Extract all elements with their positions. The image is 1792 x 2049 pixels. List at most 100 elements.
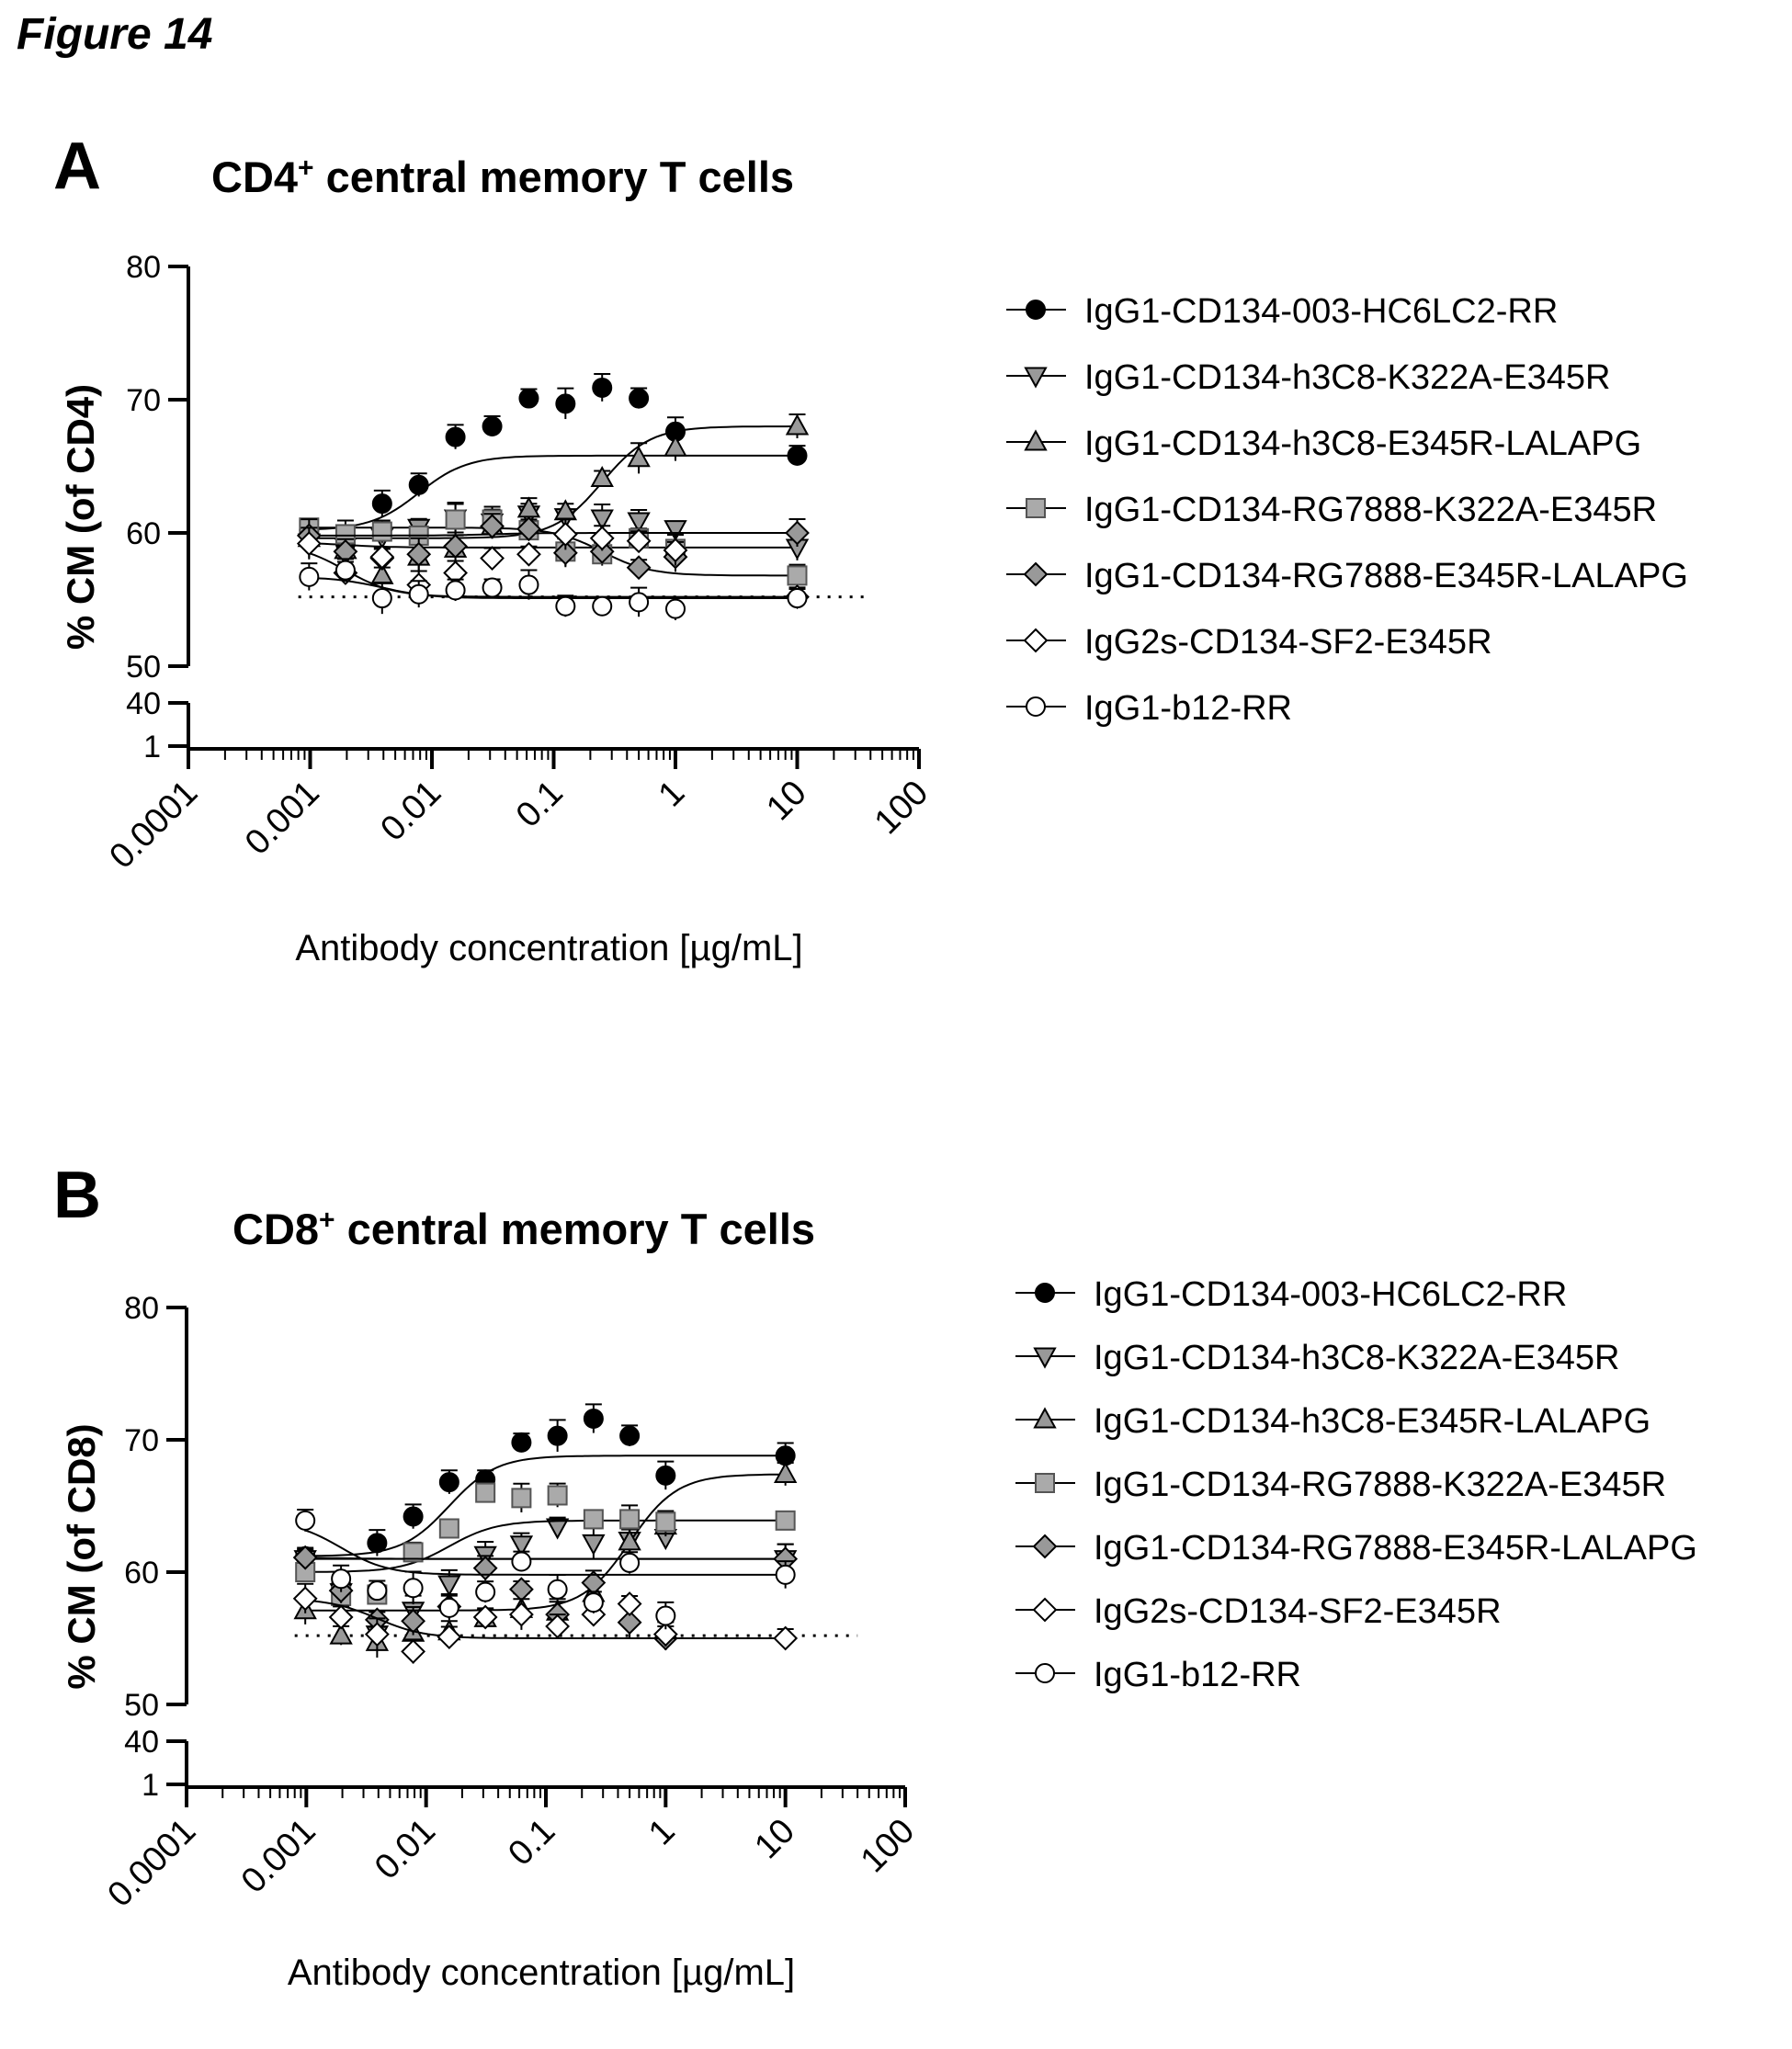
data-point xyxy=(482,577,503,598)
data-point xyxy=(663,520,687,542)
legend-swatch xyxy=(1015,1534,1075,1559)
y-tick-label: 50 xyxy=(126,650,161,685)
legend-item: IgG1-CD134-RG7888-K322A-E345R xyxy=(1002,483,1792,538)
data-point xyxy=(299,566,320,587)
legend-marker xyxy=(1023,561,1049,587)
legend-item: IgG1-CD134-h3C8-K322A-E345R xyxy=(1011,1331,1792,1387)
fit-curve xyxy=(309,532,798,537)
data-point xyxy=(335,560,356,581)
data-point xyxy=(552,540,578,566)
legend-label: IgG1-CD134-h3C8-E345R-LALAPG xyxy=(1094,1402,1651,1441)
data-point xyxy=(328,1604,354,1630)
data-point xyxy=(403,1506,424,1527)
data-point xyxy=(773,1625,799,1651)
data-point xyxy=(775,1564,796,1585)
chart-title: CD4+ central memory T cells xyxy=(211,152,794,202)
legend-marker xyxy=(1033,1407,1057,1429)
chart-title-main: CD4 xyxy=(211,153,299,201)
panel-b: B CD8+ central memory T cells 50 60 70 80 1 4… xyxy=(0,1038,1792,2049)
data-point xyxy=(552,522,578,547)
data-point xyxy=(619,1425,641,1446)
legend-swatch xyxy=(1006,498,1066,518)
legend-marker xyxy=(1032,1534,1058,1559)
data-point xyxy=(292,1545,318,1570)
legend-swatch xyxy=(1006,628,1066,653)
data-point xyxy=(592,595,613,617)
x-tick-label: 100 xyxy=(868,774,936,843)
data-point xyxy=(475,1581,496,1602)
panel-letter: B xyxy=(53,1159,101,1232)
fit-curve xyxy=(305,1455,786,1557)
legend-marker xyxy=(1026,498,1046,518)
data-point xyxy=(438,1597,459,1618)
data-point xyxy=(364,1622,390,1647)
legend-label: IgG1-CD134-RG7888-K322A-E345R xyxy=(1084,491,1658,529)
data-point xyxy=(655,1465,676,1486)
data-point xyxy=(438,1518,459,1539)
legend-label: IgG1-b12-RR xyxy=(1094,1656,1301,1694)
chart-plot: 50 60 70 80 1 40 0.0001 0.001 0.01 0.1 1 10 100 Antib… xyxy=(60,1291,922,1993)
legend-swatch xyxy=(1006,561,1066,587)
data-point xyxy=(369,544,395,570)
data-point xyxy=(371,588,392,609)
data-point xyxy=(617,1610,642,1636)
legend-item: IgG1-b12-RR xyxy=(1011,1648,1792,1704)
data-point xyxy=(403,1578,424,1599)
legend-marker xyxy=(1033,1347,1057,1369)
legend-item: IgG1-CD134-003-HC6LC2-RR xyxy=(1002,285,1792,340)
legend-label: IgG1-CD134-h3C8-K322A-E345R xyxy=(1084,358,1611,397)
data-point xyxy=(589,538,615,564)
fit-curve xyxy=(305,1557,786,1560)
x-tick-label: 0.001 xyxy=(234,1812,323,1901)
x-axis-label: Antibody concentration [µg/mL] xyxy=(295,928,802,968)
data-point xyxy=(518,574,539,595)
data-point xyxy=(582,1534,606,1556)
data-point xyxy=(583,1408,604,1429)
legend-marker xyxy=(1035,1283,1055,1303)
legend-label: IgG1-CD134-RG7888-K322A-E345R xyxy=(1094,1466,1667,1504)
legend-label: IgG1-CD134-h3C8-E345R-LALAPG xyxy=(1084,425,1642,463)
fit-curve xyxy=(304,1529,786,1576)
data-point xyxy=(583,1509,604,1530)
data-point xyxy=(445,426,466,447)
data-point xyxy=(629,388,650,409)
data-point xyxy=(545,1613,571,1639)
data-point xyxy=(292,1586,318,1612)
y-axis-label: % CM (of CD8) xyxy=(60,1423,103,1689)
fit-curve xyxy=(309,542,798,549)
legend-label: IgG1-CD134-h3C8-K322A-E345R xyxy=(1094,1339,1620,1377)
legend-label: IgG1-CD134-RG7888-E345R-LALAPG xyxy=(1094,1529,1697,1568)
legend-label: IgG2s-CD134-SF2-E345R xyxy=(1084,623,1492,662)
data-point xyxy=(583,1592,604,1613)
data-point xyxy=(547,1579,568,1600)
data-point xyxy=(472,1556,498,1581)
data-point xyxy=(437,1575,461,1597)
legend-item: IgG1-CD134-h3C8-E345R-LALAPG xyxy=(1002,417,1792,472)
data-point xyxy=(547,1425,568,1446)
data-point xyxy=(555,595,576,617)
x-tick-label: 0.1 xyxy=(501,1812,562,1874)
legend-item: IgG2s-CD134-SF2-E345R xyxy=(1011,1585,1792,1640)
data-point xyxy=(663,435,687,457)
legend-marker xyxy=(1024,367,1048,389)
y-axis-label: % CM (of CD4) xyxy=(59,384,102,650)
x-tick-label: 0.0001 xyxy=(100,1812,203,1915)
y-tick-label: 60 xyxy=(126,516,161,551)
x-tick-label: 0.01 xyxy=(368,1812,443,1887)
legend-swatch xyxy=(1015,1283,1075,1303)
legend-label: IgG1-CD134-003-HC6LC2-RR xyxy=(1084,292,1559,331)
legend-swatch xyxy=(1015,1347,1075,1369)
data-point xyxy=(371,521,392,542)
y-tick-label: 80 xyxy=(126,250,161,285)
legend-swatch xyxy=(1006,367,1066,389)
data-point xyxy=(617,1591,642,1616)
data-point xyxy=(511,1432,532,1453)
data-point xyxy=(775,1510,796,1531)
chart-title-main: CD8 xyxy=(233,1205,320,1253)
data-point xyxy=(475,1482,496,1503)
data-point xyxy=(406,541,432,567)
legend-label: IgG1-CD134-RG7888-E345R-LALAPG xyxy=(1084,557,1688,595)
legend-swatch xyxy=(1006,429,1066,451)
x-tick-label: 0.1 xyxy=(509,774,571,835)
